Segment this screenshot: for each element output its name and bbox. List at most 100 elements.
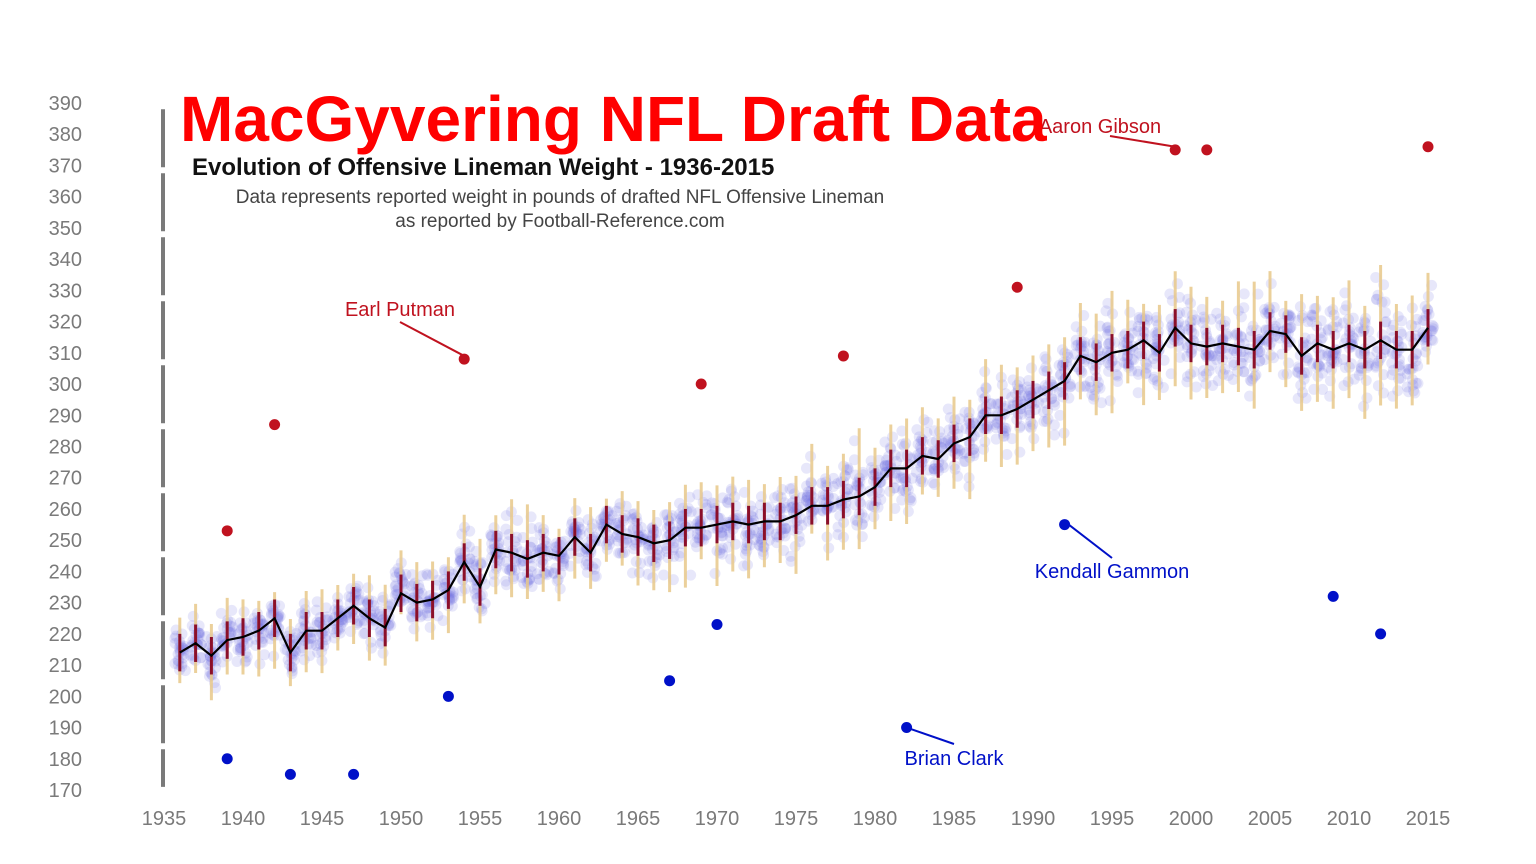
scatter-point [705, 509, 717, 521]
scatter-point [721, 496, 733, 508]
scatter-point [1364, 351, 1376, 363]
scatter-point [611, 505, 623, 517]
scatter-point [1392, 310, 1404, 322]
scatter-point [842, 462, 854, 474]
scatter-point [784, 483, 796, 495]
scatter-point [517, 532, 529, 544]
scatter-point [1317, 383, 1329, 395]
scatter-point [306, 626, 318, 638]
scatter-point [1100, 305, 1112, 317]
scatter-point [374, 605, 386, 617]
scatter-point [910, 466, 922, 478]
scatter-point [1353, 326, 1365, 338]
scatter-point [1254, 333, 1266, 345]
scatter-point [968, 447, 980, 459]
scatter-point [1117, 350, 1129, 362]
scatter-point [416, 587, 428, 599]
scatter-point [1253, 333, 1265, 345]
scatter-point [215, 607, 227, 619]
scatter-point [816, 477, 828, 489]
scatter-point [1411, 347, 1423, 359]
scatter-point [1190, 381, 1202, 393]
scatter-point [642, 544, 654, 556]
x-tick-label: 2005 [1248, 808, 1293, 830]
scatter-point [590, 570, 602, 582]
scatter-point [274, 611, 286, 623]
scatter-point [510, 555, 522, 567]
scatter-point [721, 521, 733, 533]
scatter-point [1306, 316, 1318, 328]
scatter-point [1338, 380, 1350, 392]
scatter-point [887, 431, 899, 443]
x-tick-label: 1935 [142, 808, 187, 830]
scatter-point [1301, 367, 1313, 379]
scatter-point [374, 626, 386, 638]
scatter-point [1254, 355, 1266, 367]
scatter-point [438, 573, 450, 585]
scatter-point [748, 524, 760, 536]
scatter-point [990, 433, 1002, 445]
scatter-point [1063, 392, 1075, 404]
y-tick-label: 170 [49, 780, 82, 802]
scatter-point [500, 575, 512, 587]
scatter-point [526, 581, 538, 593]
scatter-point [1372, 380, 1384, 392]
mean-line [179, 326, 1429, 658]
scatter-point [1023, 375, 1035, 387]
scatter-point [226, 626, 238, 638]
scatter-point [343, 611, 355, 623]
scatter-point [1259, 354, 1271, 366]
scatter-point [377, 647, 389, 659]
scatter-point [905, 492, 917, 504]
scatter-point [1254, 345, 1266, 357]
scatter-point [1411, 313, 1423, 325]
scatter-point [574, 546, 586, 558]
scatter-point [880, 454, 892, 466]
scatter-point [875, 494, 887, 506]
scatter-point [447, 586, 459, 598]
scatter-point [1104, 395, 1116, 407]
scatter-point [817, 505, 829, 517]
scatter-point [1207, 379, 1219, 391]
scatter-point [911, 424, 923, 436]
scatter-point [1396, 328, 1408, 340]
scatter-point [358, 618, 370, 630]
scatter-point [406, 603, 418, 615]
scatter-point [1053, 359, 1065, 371]
scatter-point [1348, 373, 1360, 385]
scatter-point [1337, 317, 1349, 329]
y-tick-label: 210 [49, 655, 82, 677]
scatter-point [842, 483, 854, 495]
scatter-point [627, 524, 639, 536]
scatter-point [305, 632, 317, 644]
x-tick-label: 1945 [300, 808, 345, 830]
scatter-point [1238, 302, 1250, 314]
scatter-point [674, 550, 686, 562]
scatter-point [928, 463, 940, 475]
scatter-point [422, 569, 434, 581]
high-outlier-point [695, 378, 707, 390]
scatter-point [1183, 323, 1195, 335]
scatter-point [1064, 378, 1076, 390]
scatter-point [1379, 316, 1391, 328]
scatter-point [1302, 352, 1314, 364]
scatter-point [1211, 350, 1223, 362]
scatter-point [1307, 311, 1319, 323]
scatter-point [1215, 320, 1227, 332]
scatter-point [769, 492, 781, 504]
caption-line-1: Data represents reported weight in pound… [235, 187, 885, 208]
scatter-point [1180, 306, 1192, 318]
scatter-point [685, 569, 697, 581]
caption-line-2: as reported by Football-Reference.com [395, 211, 725, 232]
y-tick-label: 180 [49, 749, 82, 771]
scatter-point [1110, 368, 1122, 380]
y-tick-label: 300 [49, 374, 82, 396]
x-axis-ticks: 1935 1940 1945 1950 1955 1960 1965 1970 1975 1980… [142, 808, 1451, 830]
scatter-point [801, 489, 813, 501]
scatter-point [1133, 347, 1145, 359]
scatter-point [353, 588, 365, 600]
scatter-point [1101, 347, 1113, 359]
scatter-point [306, 639, 318, 651]
low-outlier-point [1327, 590, 1339, 602]
scatter-point [1069, 348, 1081, 360]
